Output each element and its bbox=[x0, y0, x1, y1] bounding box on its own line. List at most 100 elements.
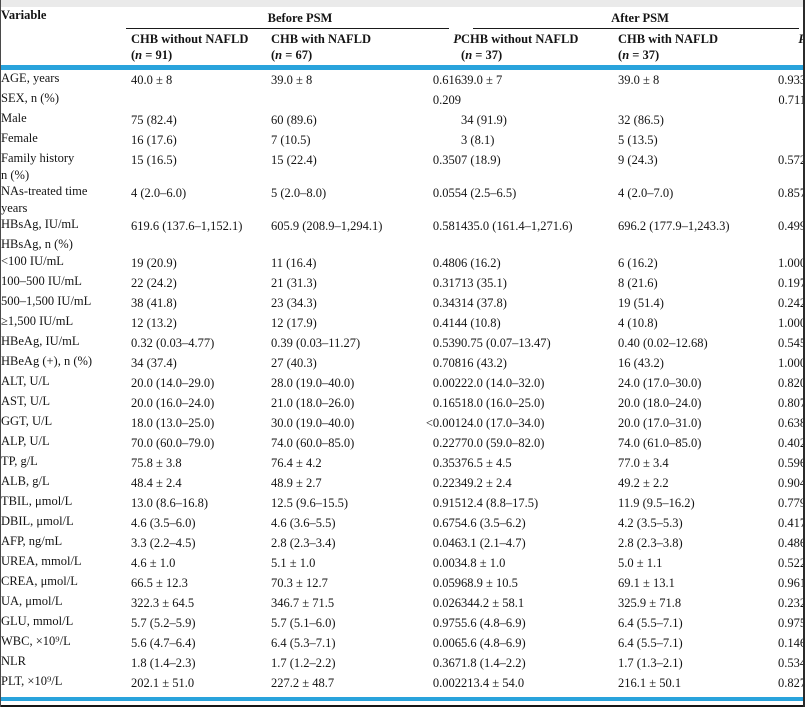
cell-after-p-value: 0.904 bbox=[777, 475, 805, 490]
cell-after-with-nafld: 6.4 (5.5–7.1) bbox=[618, 615, 683, 630]
table-row: AFP, ng/mL 3.3 (2.2–4.5) 2.8 (2.3–3.4) 0… bbox=[1, 533, 803, 553]
cell-before-with-nafld bbox=[271, 90, 406, 110]
col-header-before-without-nafld: CHB without NAFLD (n = 91) bbox=[131, 29, 271, 70]
cell-before-without-nafld: 34 (37.4) bbox=[131, 355, 177, 370]
cell-before-without-nafld: 20.0 (14.0–29.0) bbox=[131, 375, 215, 390]
table-row: GGT, U/L 18.0 (13.0–25.0) 30.0 (19.0–40.… bbox=[1, 413, 803, 433]
cell-before-with-nafld: 28.0 (19.0–40.0) bbox=[271, 375, 355, 390]
cell-after-with-nafld bbox=[618, 90, 738, 110]
col-header-after-without-nafld: CHB without NAFLD (n = 37) bbox=[461, 29, 619, 70]
cell-before-without-nafld: 20.0 (16.0–24.0) bbox=[131, 395, 215, 410]
cell-after-with-nafld: 0.40 (0.02–12.68) bbox=[618, 335, 708, 350]
cell-before-with-nafld: 5.1 ± 1.0 bbox=[271, 555, 316, 570]
cell-before-p-value: 0.581 bbox=[432, 219, 462, 233]
cell-after-p-value: 0.820 bbox=[777, 375, 805, 390]
row-label: Family history n (%) bbox=[1, 151, 75, 182]
cell-after-with-nafld: 20.0 (18.0–24.0) bbox=[618, 395, 702, 410]
cell-after-without-nafld: 4.8 ± 1.0 bbox=[461, 555, 506, 570]
cell-after-p-value bbox=[738, 130, 803, 150]
cell-before-without-nafld: 202.1 ± 51.0 bbox=[131, 675, 195, 690]
row-label: AST, U/L bbox=[1, 393, 51, 408]
cell-before-p-value: 0.003 bbox=[432, 555, 462, 570]
row-label: PLT, ×10⁹/L bbox=[1, 673, 63, 688]
cell-after-with-nafld: 1.7 (1.3–2.1) bbox=[618, 655, 683, 670]
variable-label: Variable bbox=[1, 8, 47, 22]
cell-after-without-nafld: 213.4 ± 54.0 bbox=[461, 675, 525, 690]
table-row: SEX, n (%) 0.209 0.711 bbox=[1, 90, 803, 110]
cell-before-without-nafld: 4 (2.0–6.0) bbox=[131, 186, 187, 200]
row-label: 100–500 IU/mL bbox=[1, 273, 82, 288]
cell-before-p-value: 0.414 bbox=[432, 315, 462, 330]
cell-after-with-nafld: 8 (21.6) bbox=[618, 275, 658, 290]
cell-before-with-nafld: 39.0 ± 8 bbox=[271, 73, 313, 87]
cell-before-p-value: 0.675 bbox=[432, 515, 462, 530]
cell-before-p-value: 0.343 bbox=[432, 295, 462, 310]
col-header-after-p: P bbox=[738, 29, 803, 70]
table-row: HBsAg, IU/mL 619.6 (137.6–1,152.1) 605.9… bbox=[1, 216, 803, 236]
cell-before-with-nafld: 60 (89.6) bbox=[271, 113, 317, 127]
row-label: HBsAg, n (%) bbox=[1, 237, 73, 251]
cell-after-without-nafld: 6 (16.2) bbox=[461, 255, 501, 270]
cell-after-without-nafld: 4.6 (3.5–6.2) bbox=[461, 515, 526, 530]
cell-before-without-nafld: 5.6 (4.7–6.4) bbox=[131, 635, 196, 650]
cell-before-with-nafld: 1.7 (1.2–2.2) bbox=[271, 655, 336, 670]
cell-after-with-nafld: 32 (86.5) bbox=[618, 113, 664, 127]
cell-after-with-nafld: 325.9 ± 71.8 bbox=[618, 595, 682, 610]
cell-after-without-nafld: 12.4 (8.8–17.5) bbox=[461, 495, 539, 510]
row-label: Male bbox=[1, 111, 27, 125]
group-header-before-psm: Before PSM bbox=[126, 7, 461, 29]
cell-before-without-nafld: 70.0 (60.0–79.0) bbox=[131, 435, 215, 450]
row-label: SEX, n (%) bbox=[1, 91, 59, 105]
row-label: GGT, U/L bbox=[1, 413, 53, 428]
cell-before-without-nafld: 38 (41.8) bbox=[131, 295, 177, 310]
table-row: NAs-treated time years 4 (2.0–6.0) 5 (2.… bbox=[1, 183, 803, 216]
cell-after-with-nafld: 5.0 ± 1.1 bbox=[618, 555, 663, 570]
cell-before-with-nafld: 7 (10.5) bbox=[271, 133, 311, 147]
col-header-after-with-nafld: CHB with NAFLD (n = 37) bbox=[618, 29, 739, 70]
cell-after-with-nafld: 49.2 ± 2.2 bbox=[618, 475, 669, 490]
cell-before-without-nafld bbox=[131, 90, 271, 110]
row-label: ≥1,500 IU/mL bbox=[1, 313, 74, 328]
cell-before-p-value bbox=[406, 236, 461, 253]
cell-before-with-nafld: 23 (34.3) bbox=[271, 295, 317, 310]
row-label: GLU, mmol/L bbox=[1, 613, 74, 628]
cell-after-with-nafld bbox=[618, 236, 738, 253]
cell-after-with-nafld: 216.1 ± 50.1 bbox=[618, 675, 682, 690]
col-header-before-p: P bbox=[406, 29, 462, 70]
cell-after-p-value: 0.402 bbox=[777, 435, 805, 450]
cell-before-p-value: 0.350 bbox=[432, 153, 462, 167]
table-row: ALB, g/L 48.4 ± 2.4 48.9 ± 2.7 0.223 49.… bbox=[1, 473, 805, 493]
cell-after-with-nafld: 16 (43.2) bbox=[618, 355, 664, 370]
cell-after-p-value: 0.545 bbox=[777, 335, 805, 350]
cell-after-without-nafld: 5.6 (4.8–6.9) bbox=[461, 615, 526, 630]
cell-after-p-value: 0.197 bbox=[777, 275, 805, 290]
cell-before-with-nafld: 70.3 ± 12.7 bbox=[271, 575, 328, 590]
row-label: TBIL, μmol/L bbox=[1, 493, 73, 508]
table-row: AST, U/L 20.0 (16.0–24.0) 21.0 (18.0–26.… bbox=[1, 393, 803, 413]
table-row: Family history n (%) 15 (16.5) 15 (22.4)… bbox=[1, 150, 803, 183]
cell-after-p-value bbox=[738, 110, 803, 130]
table-bottom-rule bbox=[1, 697, 803, 701]
after-psm-label: After PSM bbox=[611, 11, 669, 25]
cell-before-with-nafld: 12.5 (9.6–15.5) bbox=[271, 495, 349, 510]
row-label: ALP, U/L bbox=[1, 433, 50, 448]
cell-before-without-nafld: 75 (82.4) bbox=[131, 113, 177, 127]
cell-after-p-value: 0.779 bbox=[777, 495, 805, 510]
table-row: DBIL, μmol/L 4.6 (3.5–6.0) 4.6 (3.6–5.5)… bbox=[1, 513, 803, 533]
row-label: NLR bbox=[1, 653, 26, 668]
cell-after-without-nafld: 34 (91.9) bbox=[461, 113, 507, 127]
cell-after-with-nafld: 24.0 (17.0–30.0) bbox=[618, 375, 702, 390]
row-label: ALT, U/L bbox=[1, 373, 50, 388]
cell-after-with-nafld: 6 (16.2) bbox=[618, 255, 658, 270]
cell-before-without-nafld: 0.32 (0.03–4.77) bbox=[131, 335, 215, 350]
table-row: HBeAg (+), n (%) 34 (37.4) 27 (40.3) 0.7… bbox=[1, 353, 803, 373]
cell-after-p-value bbox=[738, 236, 803, 253]
cell-after-without-nafld: 22.0 (14.0–32.0) bbox=[461, 375, 545, 390]
cell-after-p-value: 0.933 bbox=[777, 73, 805, 87]
cell-after-with-nafld: 11.9 (9.5–16.2) bbox=[618, 495, 695, 510]
cell-after-without-nafld: 39.0 ± 7 bbox=[461, 73, 503, 87]
cell-before-p-value: 0.026 bbox=[432, 595, 462, 610]
cell-before-p-value: 0.353 bbox=[432, 455, 462, 470]
cell-after-with-nafld: 69.1 ± 13.1 bbox=[618, 575, 675, 590]
cell-before-without-nafld: 16 (17.6) bbox=[131, 133, 177, 147]
